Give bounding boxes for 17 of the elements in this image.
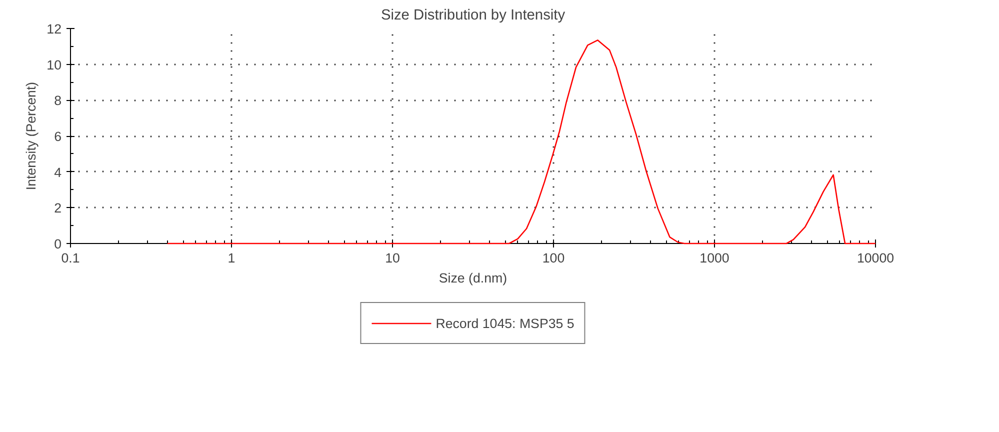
y-tick-label: 8 [54, 93, 62, 108]
y-tick-label: 6 [54, 129, 62, 144]
x-tick-label: 1 [228, 250, 236, 266]
x-tick-label: 0.1 [61, 250, 80, 266]
legend-label: Record 1045: MSP35 5 [436, 316, 574, 330]
x-tick-label: 1000 [700, 250, 730, 266]
y-axis-title: Intensity (Percent) [24, 82, 39, 190]
y-tick-label: 4 [54, 164, 62, 180]
y-tick-label: 2 [54, 200, 62, 216]
x-tick-label: 10000 [856, 250, 894, 266]
x-tick-label: 10 [385, 250, 400, 266]
x-tick-label: 100 [542, 250, 565, 266]
y-tick-label: 12 [46, 22, 62, 36]
y-tick-label: 10 [46, 57, 62, 72]
x-axis-title: Size (d.nm) [438, 270, 508, 286]
chart-title: Size Distribution by Intensity [380, 8, 566, 24]
y-tick-label: 0 [54, 236, 62, 252]
